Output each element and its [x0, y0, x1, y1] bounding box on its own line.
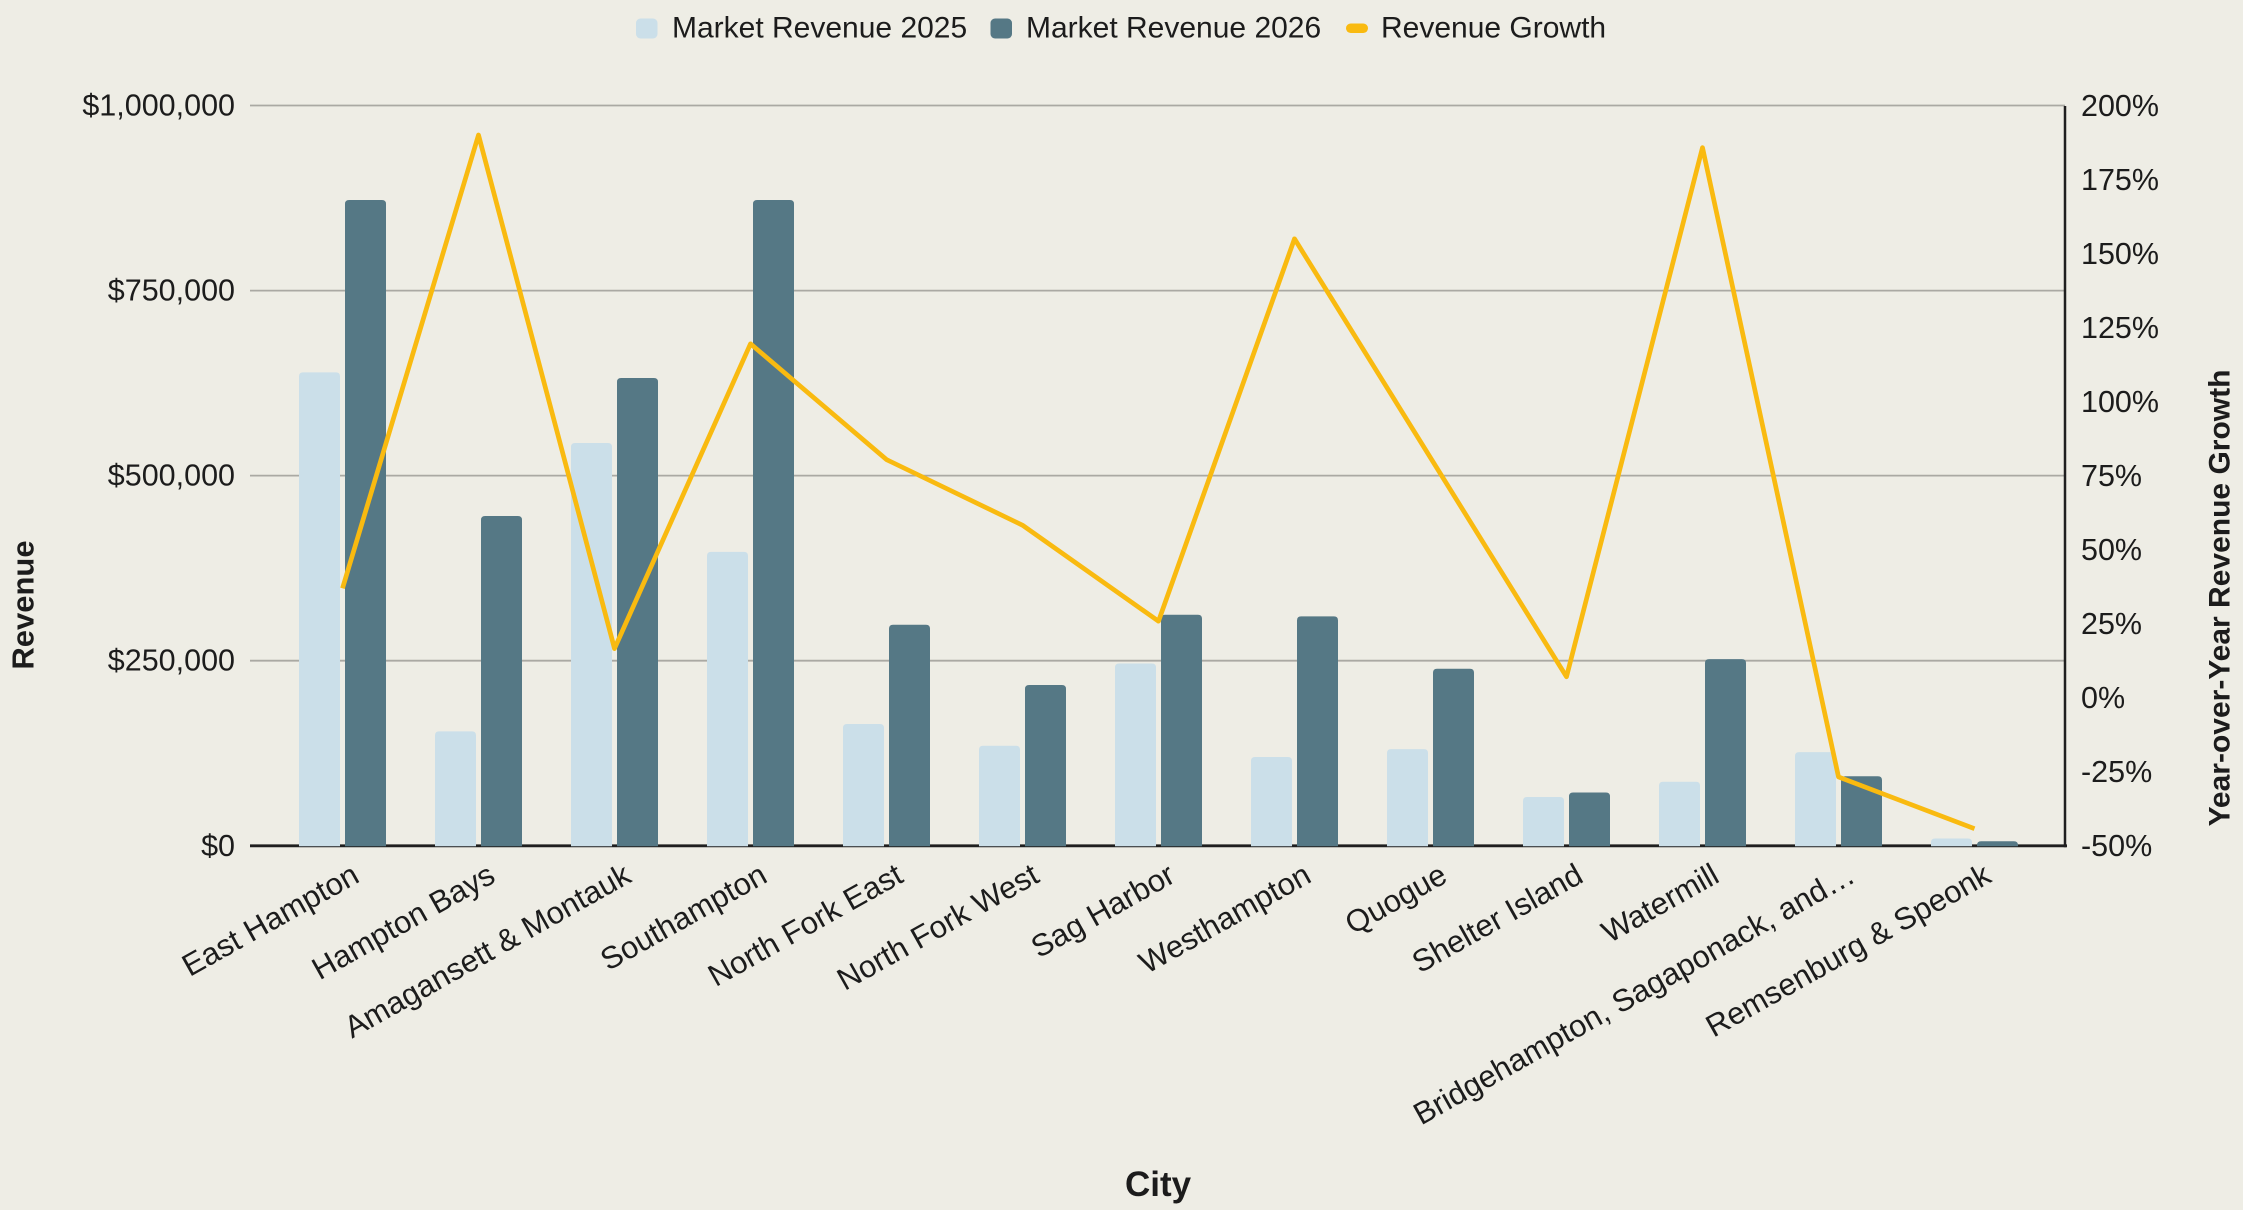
svg-text:$1,000,000: $1,000,000 [82, 89, 235, 123]
svg-text:25%: 25% [2081, 607, 2142, 641]
svg-text:Year-over-Year Revenue Growth: Year-over-Year Revenue Growth [2204, 370, 2237, 827]
svg-text:Revenue: Revenue [6, 540, 41, 669]
svg-text:150%: 150% [2081, 237, 2159, 271]
svg-text:125%: 125% [2081, 311, 2159, 345]
svg-text:175%: 175% [2081, 163, 2159, 197]
svg-text:-25%: -25% [2081, 755, 2152, 789]
svg-text:0%: 0% [2081, 681, 2125, 715]
svg-text:$250,000: $250,000 [108, 644, 235, 678]
svg-text:Market Revenue 2026: Market Revenue 2026 [1026, 12, 1321, 45]
svg-text:Revenue Growth: Revenue Growth [1381, 12, 1606, 45]
svg-text:100%: 100% [2081, 385, 2159, 419]
svg-text:$0: $0 [201, 829, 235, 863]
svg-text:$750,000: $750,000 [108, 274, 235, 308]
svg-text:75%: 75% [2081, 459, 2142, 493]
svg-text:$500,000: $500,000 [108, 459, 235, 493]
svg-text:50%: 50% [2081, 533, 2142, 567]
svg-text:-50%: -50% [2081, 829, 2152, 863]
svg-text:Market Revenue 2025: Market Revenue 2025 [672, 12, 967, 45]
svg-text:City: City [1125, 1165, 1192, 1204]
svg-text:200%: 200% [2081, 89, 2159, 123]
